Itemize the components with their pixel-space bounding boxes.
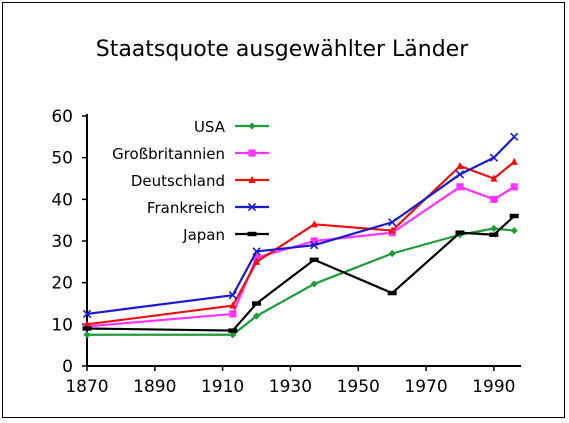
- data-point: [83, 331, 91, 339]
- data-point: [490, 174, 498, 182]
- data-point: [229, 310, 237, 318]
- axes: 0 10 20 30 40 50 60 1870 1890 1910 1930 1950 1970 199…: [51, 107, 521, 397]
- line-chart: Staatsquote ausgewählter Länder 0 10 20 30 4…: [51, 37, 521, 397]
- y-tick-label: 60: [51, 107, 73, 127]
- y-tick-label: 10: [51, 315, 73, 335]
- data-point: [228, 291, 237, 300]
- data-point: [252, 254, 261, 262]
- y-tick-label: 20: [51, 274, 73, 294]
- data-point: [309, 257, 319, 262]
- data-point: [456, 183, 464, 191]
- data-point: [248, 149, 256, 157]
- x-tick-label: 1990: [472, 377, 515, 397]
- data-point: [510, 226, 518, 235]
- series-frankreich: [82, 132, 519, 319]
- series-line: [86, 136, 516, 316]
- legend: USA Großbritannien Deutschland Frankreich Ja…: [112, 118, 269, 244]
- data-point: [252, 257, 261, 265]
- chart-title: Staatsquote ausgewählter Länder: [96, 37, 469, 62]
- data-point: [388, 249, 396, 258]
- y-tick-label: 40: [51, 190, 73, 210]
- x-tick-label: 1910: [201, 377, 244, 397]
- y-tick-label: 0: [62, 357, 73, 377]
- data-point: [510, 183, 518, 191]
- data-point: [310, 220, 318, 228]
- data-point: [490, 224, 498, 233]
- data-point: [490, 195, 498, 203]
- legend-label: Japan: [182, 226, 225, 244]
- x-tick-label: 1890: [133, 377, 176, 397]
- data-point: [83, 320, 91, 328]
- data-point: [510, 157, 518, 165]
- x-tick-label: 1950: [337, 377, 380, 397]
- data-point: [509, 213, 519, 219]
- legend-label: Deutschland: [131, 172, 225, 190]
- chart-frame: Staatsquote ausgewählter Länder 0 10 20 30 4…: [2, 2, 565, 418]
- legend-label: Großbritannien: [112, 145, 225, 163]
- data-point: [510, 132, 519, 141]
- data-point: [387, 218, 397, 227]
- data-point: [310, 237, 318, 245]
- x-tick-label: 1870: [65, 377, 108, 397]
- data-point: [252, 247, 261, 256]
- data-point: [82, 309, 92, 319]
- series-line: [86, 185, 515, 328]
- legend-label: Frankreich: [147, 199, 225, 217]
- data-point: [82, 326, 92, 331]
- data-point: [247, 202, 257, 212]
- legend-label: USA: [194, 118, 226, 136]
- x-tick-label: 1970: [404, 377, 447, 397]
- data-point: [248, 122, 256, 130]
- y-tick-label: 30: [51, 232, 73, 252]
- data-point: [228, 328, 238, 333]
- data-point: [388, 226, 396, 234]
- data-point: [310, 241, 319, 250]
- data-point: [455, 230, 465, 235]
- data-point: [252, 301, 262, 306]
- data-point: [456, 161, 464, 170]
- series-layer: [82, 132, 519, 339]
- series-japan: [82, 213, 519, 333]
- data-point: [247, 231, 257, 237]
- data-point: [229, 331, 237, 339]
- data-point: [248, 175, 256, 184]
- data-point: [489, 153, 499, 162]
- data-point: [252, 312, 261, 320]
- y-tick-label: 50: [51, 149, 73, 169]
- data-point: [229, 301, 237, 309]
- series-line: [86, 215, 515, 332]
- data-point: [310, 280, 318, 288]
- data-point: [455, 170, 465, 179]
- data-point: [489, 232, 499, 237]
- x-tick-label: 1930: [269, 377, 312, 397]
- data-point: [387, 290, 397, 296]
